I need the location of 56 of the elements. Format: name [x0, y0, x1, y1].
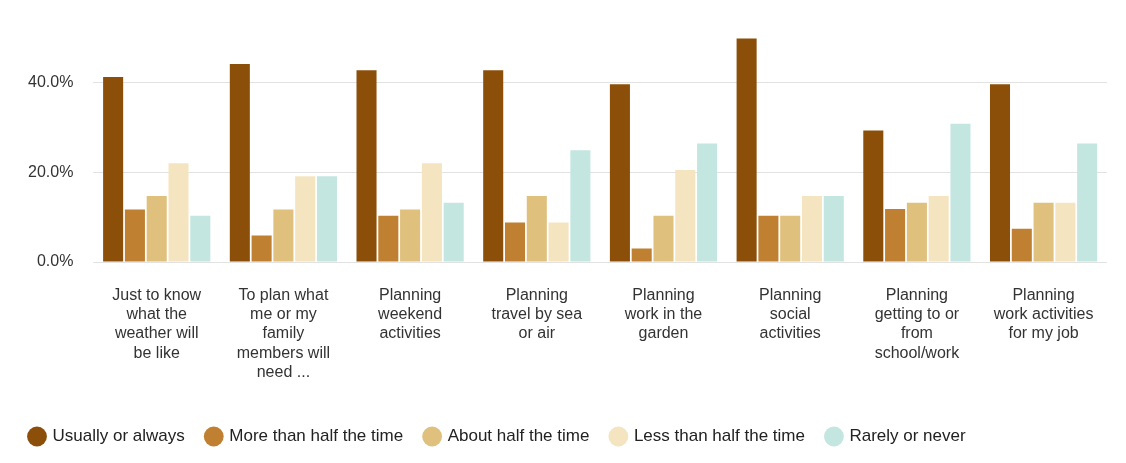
bar	[863, 130, 884, 262]
y-tick-label: 20.0%	[27, 162, 74, 180]
x-tick-label: Planning weekend activities	[377, 286, 443, 342]
x-tick-label: Planning social activities	[759, 286, 822, 342]
bar	[146, 196, 167, 262]
bar	[736, 38, 757, 262]
bar	[1011, 228, 1032, 262]
bar	[504, 222, 526, 262]
bar	[295, 176, 316, 262]
bar	[124, 209, 145, 262]
y-tick-label: 0.0%	[36, 252, 74, 270]
x-tick-label: To plan what me or my family members will need ...	[236, 286, 331, 380]
bar	[885, 209, 906, 262]
legend-label: Usually or always	[52, 426, 185, 446]
bar	[483, 70, 504, 262]
bar	[823, 196, 844, 262]
bar	[609, 84, 630, 262]
legend-label: Rarely or never	[849, 426, 966, 446]
bar	[229, 64, 250, 262]
bar	[273, 209, 294, 262]
bar	[570, 150, 591, 262]
bar	[906, 202, 927, 262]
bar	[1055, 202, 1076, 262]
bar	[758, 215, 779, 262]
x-tick-label: Planning work in the garden	[623, 286, 703, 342]
bar	[316, 176, 338, 262]
bar	[801, 196, 823, 262]
legend-label: About half the time	[447, 426, 590, 446]
bar	[168, 163, 189, 262]
bar	[400, 209, 421, 262]
bar	[780, 215, 801, 262]
x-tick-label: Planning work activities for my job	[992, 286, 1094, 342]
y-tick-label: 40.0%	[27, 72, 74, 90]
bar	[697, 143, 718, 262]
bar	[675, 170, 696, 262]
bar	[653, 215, 674, 262]
bar	[1033, 202, 1054, 262]
bar	[378, 215, 399, 262]
bar	[631, 248, 652, 262]
bar	[950, 123, 971, 262]
bar	[443, 202, 464, 262]
bar	[190, 215, 211, 262]
bar	[526, 196, 547, 262]
bar	[548, 222, 569, 262]
legend-label: More than half the time	[229, 426, 404, 446]
bar	[103, 77, 124, 262]
bar	[928, 196, 949, 262]
x-tick-label: Planning getting to or from school/work	[874, 286, 961, 361]
x-tick-label: Planning travel by sea or air	[491, 286, 583, 342]
bar	[989, 84, 1011, 262]
bar	[1077, 143, 1098, 262]
bar	[356, 70, 377, 262]
bar	[421, 163, 442, 262]
bar	[251, 235, 272, 262]
legend-label: Less than half the time	[633, 426, 805, 446]
x-tick-label: Just to know what the weather will be like	[112, 286, 202, 361]
